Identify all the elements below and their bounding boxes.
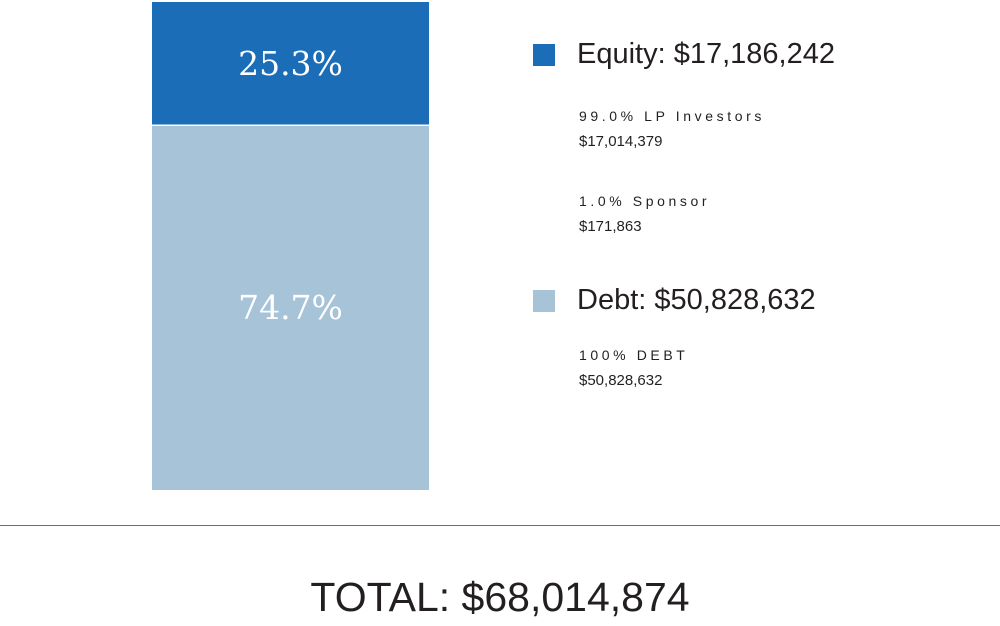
- debt-legend-title: Debt: $50,828,632: [577, 284, 816, 316]
- lp-investors-label: 99.0% LP Investors: [579, 108, 765, 124]
- debt-bar-segment: [152, 125, 429, 491]
- equity-legend-title: Equity: $17,186,242: [577, 38, 835, 70]
- lp-investors-value: $17,014,379: [579, 133, 663, 150]
- legend-debt-entry: Debt: $50,828,632: [533, 284, 816, 317]
- debt-swatch: [533, 289, 555, 312]
- total-label: TOTAL: $68,014,874: [310, 574, 690, 620]
- equity-bar-segment: [152, 2, 429, 126]
- sponsor-value: $171,863: [579, 218, 642, 235]
- debt-label: 100% DEBT: [579, 347, 689, 363]
- divider-line: [0, 525, 1000, 526]
- equity-breakdown-lp: 99.0% LP Investors $17,014,379: [579, 108, 765, 150]
- stacked-bar: 25.3% 74.7%: [152, 2, 429, 491]
- legend-equity-entry: Equity: $17,186,242: [533, 38, 835, 71]
- equity-swatch: [533, 43, 555, 66]
- debt-value: $50,828,632: [579, 372, 663, 389]
- debt-percent-label: 74.7%: [238, 288, 343, 327]
- sponsor-label: 1.0% Sponsor: [579, 193, 711, 209]
- debt-breakdown: 100% DEBT $50,828,632: [579, 347, 688, 389]
- equity-percent-label: 25.3%: [238, 44, 343, 83]
- equity-breakdown-sponsor: 1.0% Sponsor $171,863: [579, 193, 710, 235]
